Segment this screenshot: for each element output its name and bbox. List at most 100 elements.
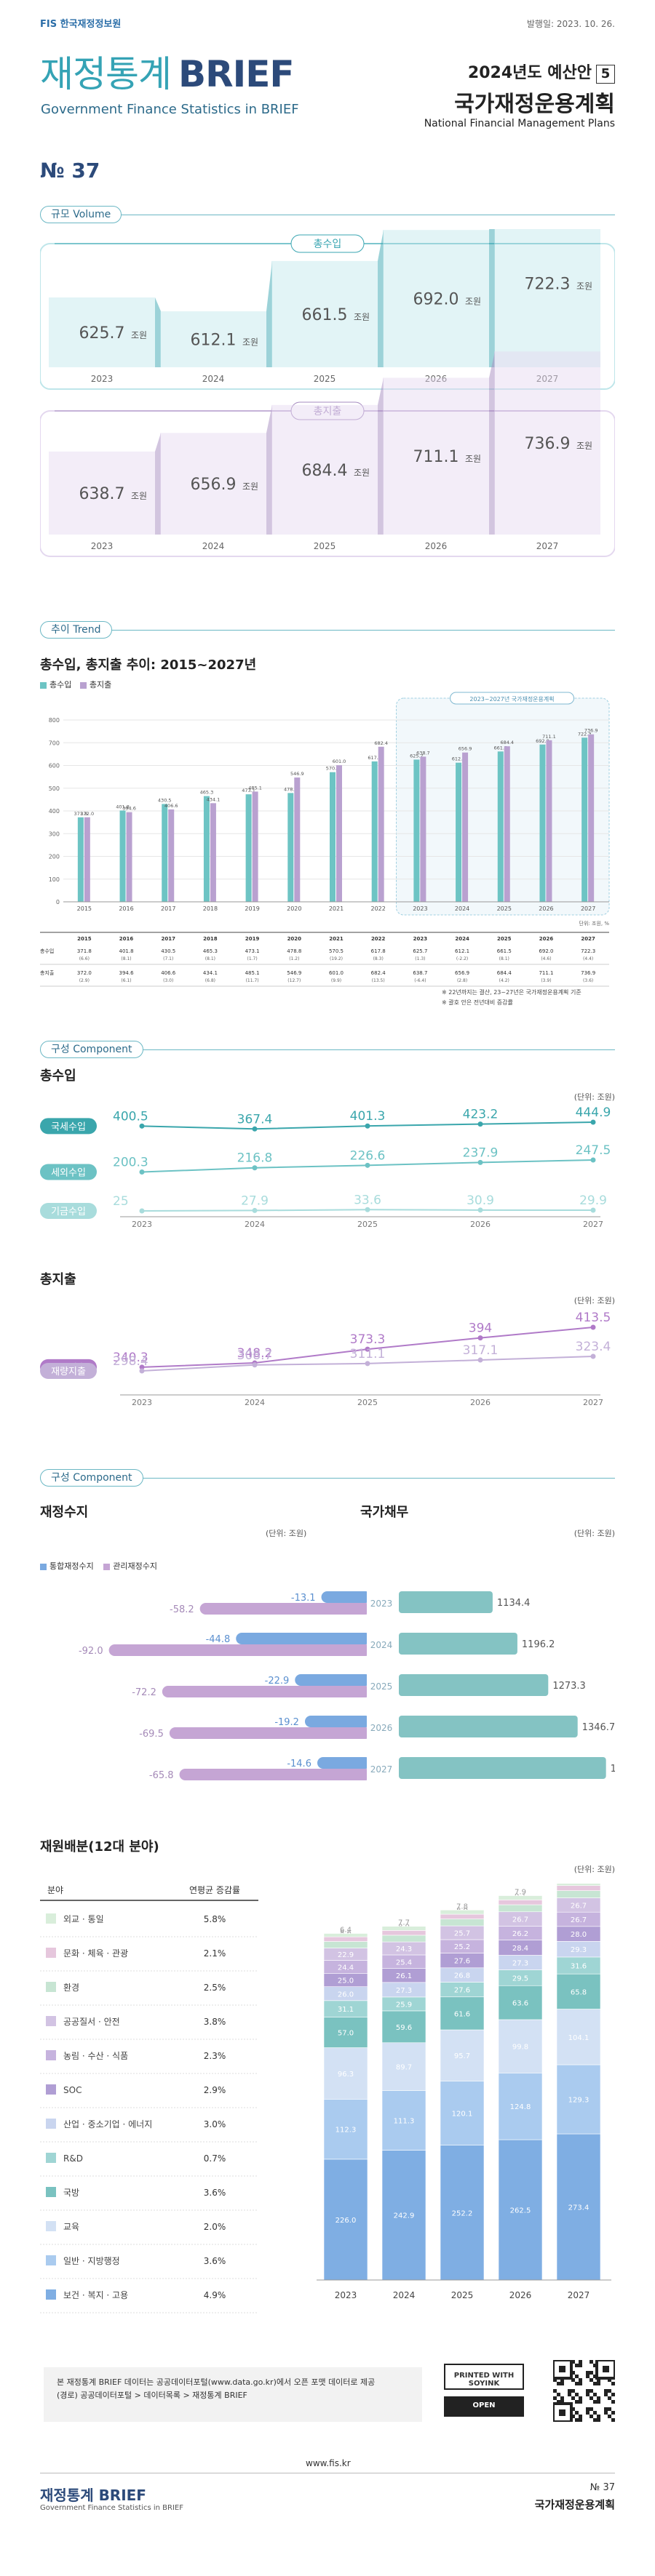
footer-brand: 재정통계 BRIEF	[40, 2487, 146, 2504]
point-label: 311.1	[350, 1347, 386, 1361]
qr-code[interactable]	[553, 2360, 615, 2422]
note-line-2: (경로) 공공데이터포털 > 데이터목록 > 재정통계 BRIEF	[57, 2391, 247, 2400]
point-label: 400.5	[113, 1109, 148, 1124]
stack-segment	[498, 1985, 543, 2020]
qr-module	[608, 2378, 611, 2382]
segment-label: 25.9	[396, 2001, 412, 2009]
row-rate: 2.5%	[204, 1983, 226, 1993]
stack-segment	[381, 2090, 426, 2151]
segment-label: 63.6	[512, 2000, 528, 2008]
expenditure-volume-block	[383, 377, 489, 535]
qr-module	[571, 2415, 575, 2418]
x-tick: 2027	[581, 905, 595, 912]
segment-label: 61.6	[454, 2010, 470, 2018]
bar-label: 401.8	[116, 804, 130, 809]
bar-revenue	[330, 772, 336, 902]
segment-label: 31.1	[338, 2006, 354, 2014]
table-rate: (1.2)	[289, 956, 299, 961]
segment-label: 24.3	[396, 1945, 412, 1953]
y-tick: 600	[49, 763, 60, 769]
balance-unit: (단위: 조원)	[266, 1529, 307, 1538]
table-year: 2023	[413, 936, 428, 942]
row-swatch	[46, 2255, 56, 2265]
qr-module	[611, 2418, 615, 2422]
bar-label: -58.2	[170, 1604, 194, 1615]
topic-title-en: National Financial Management Plans	[424, 118, 615, 129]
table-year: 2027	[581, 936, 595, 942]
series-point	[477, 1207, 483, 1213]
expenditure-unit: (단위: 조원)	[573, 1296, 615, 1305]
soyink-badge: PRINTED WITH SOYINK	[444, 2364, 524, 2390]
qr-module	[590, 2396, 593, 2400]
series-point	[477, 1357, 483, 1363]
segment-label: 26.7	[512, 1916, 528, 1924]
qr-module	[597, 2396, 600, 2400]
open-license-badge: OPEN	[444, 2396, 524, 2417]
qr-module	[597, 2382, 600, 2385]
bar-managed	[179, 1769, 372, 1780]
bar-revenue	[539, 744, 546, 902]
table-rate: (13.5)	[372, 978, 385, 983]
y-tick: 700	[49, 740, 60, 746]
point-label: 323.4	[576, 1340, 611, 1354]
table-rate: (19.2)	[330, 956, 343, 961]
table-value: 601.0	[329, 970, 344, 976]
qr-module	[579, 2378, 582, 2382]
qr-module	[611, 2400, 615, 2404]
balance-legend: 통합재정수지 관리재정수지	[40, 1560, 157, 1572]
stack-segment	[498, 1900, 543, 1905]
expenditure-volume-value: 711.1	[413, 448, 459, 466]
x-tick: 2026	[509, 2290, 532, 2300]
x-tick: 2027	[583, 1398, 603, 1407]
segment-label: 129.3	[568, 2097, 590, 2105]
table-value: 656.9	[455, 970, 469, 976]
stack-segment	[498, 2073, 543, 2140]
row-swatch	[46, 2187, 56, 2197]
qr-module	[586, 2411, 590, 2415]
year-cell	[367, 1756, 396, 1782]
bar-revenue	[581, 737, 588, 902]
year-label: 2025	[370, 1681, 393, 1692]
y-tick: 800	[49, 717, 60, 724]
expenditure-volume-value: 736.9	[525, 435, 571, 453]
website-link[interactable]: www.fis.kr	[306, 2458, 351, 2468]
qr-module	[579, 2360, 582, 2364]
segment-label: 27.6	[454, 1958, 470, 1966]
bar-expenditure	[420, 756, 426, 902]
point-label: 373.3	[350, 1332, 386, 1347]
bar-label: 601.0	[333, 759, 346, 764]
expenditure-volume-year: 2023	[91, 541, 114, 551]
series-point	[590, 1353, 596, 1359]
bar-revenue	[413, 759, 420, 902]
revenue-volume-value: 661.5	[302, 306, 348, 324]
point-label: 317.1	[463, 1343, 499, 1358]
bar-label: 736.9	[584, 728, 598, 734]
bar-label: -22.9	[265, 1676, 290, 1687]
x-tick: 2018	[203, 905, 218, 912]
series-point	[477, 1121, 483, 1127]
bar-revenue	[203, 796, 210, 902]
allocation-title: 재원배분(12대 분야)	[40, 1839, 159, 1855]
y-tick: 500	[49, 785, 60, 792]
expenditure-volume-unit: 조원	[576, 441, 592, 451]
table-value: 684.4	[497, 970, 512, 976]
qr-module	[593, 2393, 597, 2396]
qr-module	[571, 2389, 575, 2393]
table-value: 617.8	[371, 948, 386, 954]
revenue-volume-unit: 조원	[576, 281, 592, 291]
title-bold: BRIEF	[178, 53, 295, 95]
x-tick: 2024	[245, 1398, 265, 1407]
bar-revenue	[245, 794, 252, 902]
stack-segment	[381, 2010, 426, 2044]
revenue-volume-connector	[266, 260, 272, 367]
table-value: 625.7	[413, 948, 427, 954]
legend-swatch	[40, 1563, 47, 1570]
segment-label: 29.5	[512, 1975, 528, 1983]
segment-label: 25.2	[454, 1943, 470, 1951]
row-swatch	[46, 1982, 56, 1992]
data-source-note: 본 재정통계 BRIEF 데이터는 공공데이터포털(www.data.go.kr…	[44, 2367, 422, 2422]
row-category: 공공질서 · 안전	[63, 2017, 120, 2027]
qr-module	[571, 2378, 575, 2382]
trend-title: 총수입, 총지출 추이: 2015~2027년	[40, 657, 257, 673]
row-rate: 3.6%	[204, 2188, 226, 2198]
